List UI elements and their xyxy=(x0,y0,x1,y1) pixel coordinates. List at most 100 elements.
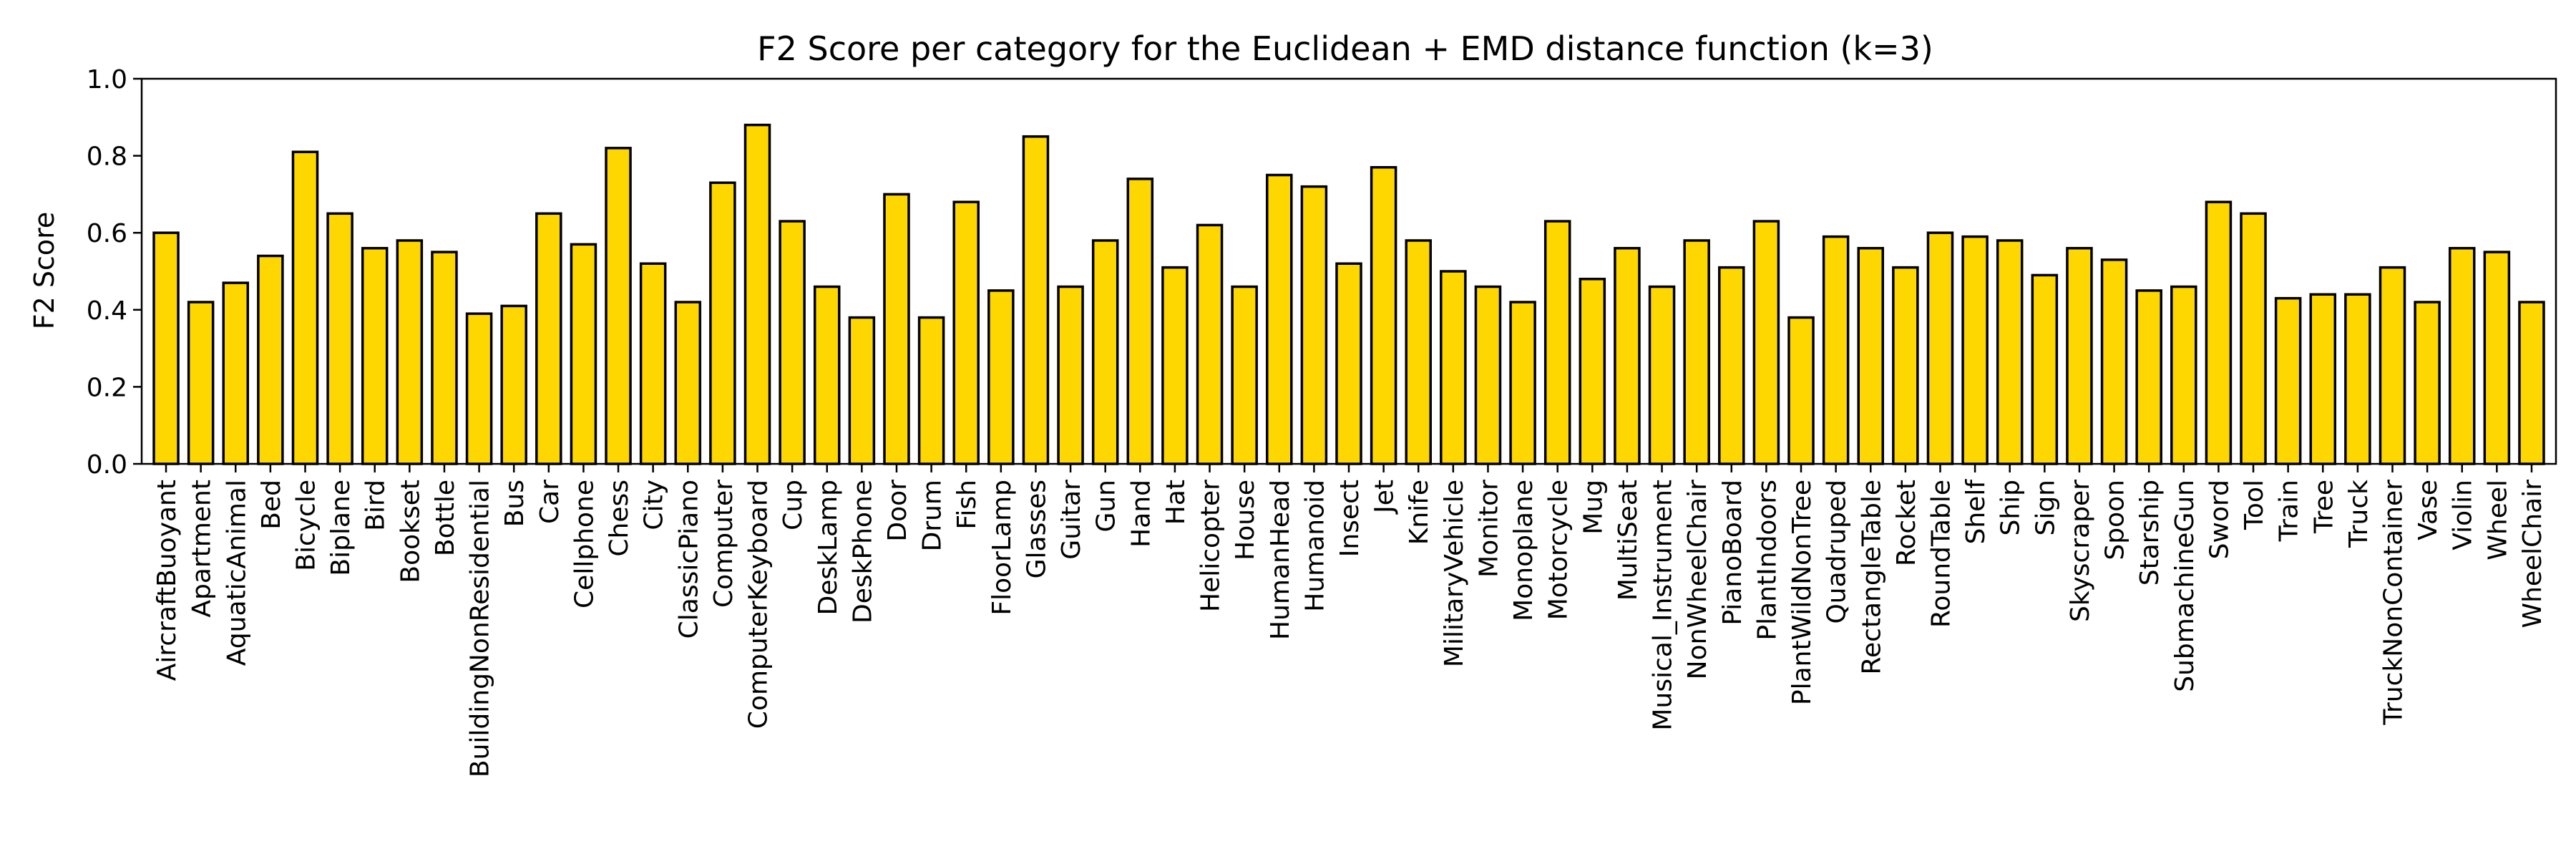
bar-House xyxy=(1232,287,1257,464)
bar-SubmachineGun xyxy=(2172,287,2196,464)
x-tick-label: Hat xyxy=(1161,480,1191,525)
bar-Guitar xyxy=(1058,287,1083,464)
x-tick-label: PlantWildNonTree xyxy=(1787,480,1817,705)
bar-DeskLamp xyxy=(815,287,839,464)
bar-HumanHead xyxy=(1267,175,1292,465)
x-tick-label: Cup xyxy=(779,480,808,530)
x-tick-label: Wheel xyxy=(2483,480,2512,560)
bar-Bus xyxy=(502,306,526,464)
x-tick-label: FloorLamp xyxy=(987,480,1017,616)
bar-Bird xyxy=(363,248,387,464)
x-tick-label: Glasses xyxy=(1022,480,1051,578)
bar-Hand xyxy=(1128,179,1152,464)
bar-Mug xyxy=(1580,279,1604,464)
bar-Cup xyxy=(780,221,804,464)
bar-Truck xyxy=(2346,294,2370,464)
bar-Jet xyxy=(1372,168,1396,464)
x-tick-label: Truck xyxy=(2344,480,2373,548)
x-tick-label: Musical_Instrument xyxy=(1649,480,1678,731)
x-tick-label: NonWheelChair xyxy=(1683,480,1712,679)
bar-Hat xyxy=(1163,268,1187,464)
x-tick-label: Guitar xyxy=(1057,480,1086,560)
bar-Gun xyxy=(1093,241,1118,464)
x-tick-label: Train xyxy=(2275,480,2304,542)
bar-Biplane xyxy=(328,213,352,464)
x-tick-label: Hand xyxy=(1126,480,1156,548)
bar-Skyscraper xyxy=(2067,248,2092,464)
bar-Bed xyxy=(258,256,283,464)
chart-title: F2 Score per category for the Euclidean … xyxy=(757,29,1933,68)
bar-AquaticAnimal xyxy=(223,283,248,464)
bar-Monitor xyxy=(1475,287,1500,464)
x-tick-label: Rocket xyxy=(1892,480,1921,566)
x-tick-label: Starship xyxy=(2135,480,2165,586)
x-tick-label: Apartment xyxy=(187,480,217,618)
x-tick-label: Fish xyxy=(952,480,982,530)
x-tick-label: Drum xyxy=(918,480,947,551)
bar-Ship xyxy=(1998,241,2022,464)
bar-PianoBoard xyxy=(1719,268,1744,464)
bar-Monoplane xyxy=(1511,302,1535,464)
x-tick-label: Sign xyxy=(2031,480,2060,536)
x-tick-label: Jet xyxy=(1370,480,1400,515)
bar-Vase xyxy=(2415,302,2439,464)
x-tick-label: AircraftBuoyant xyxy=(152,480,182,681)
x-tick-label: DeskLamp xyxy=(814,480,843,616)
bar-Computer xyxy=(711,183,735,464)
bar-RectangleTable xyxy=(1858,248,1883,464)
x-tick-label: Shelf xyxy=(1961,479,1991,545)
bar-Motorcycle xyxy=(1546,221,1570,464)
bar-ClassicPiano xyxy=(675,302,700,464)
x-tick-label: PlantIndoors xyxy=(1752,480,1782,641)
bar-Knife xyxy=(1406,241,1430,464)
bar-Car xyxy=(537,213,561,464)
bar-MultiSeat xyxy=(1615,248,1639,464)
x-tick-label: Tree xyxy=(2309,480,2338,534)
x-tick-label: Motorcycle xyxy=(1544,480,1574,620)
x-tick-label: House xyxy=(1231,480,1260,560)
bar-RoundTable xyxy=(1928,233,1952,464)
x-tick-label: WheelChair xyxy=(2518,480,2547,629)
plot-area: 0.0 0.2 0.4 0.6 0.8 1.0 AircraftBuoyant Apartme… xyxy=(87,65,2556,777)
x-tick-label: Mug xyxy=(1579,480,1608,535)
x-tick-label: Gun xyxy=(1092,480,1121,533)
x-tick-label: Car xyxy=(535,480,565,524)
x-tick-label: Biplane xyxy=(326,480,356,576)
x-tick-label: Tool xyxy=(2240,480,2269,530)
x-tick-label: Bicycle xyxy=(292,480,321,571)
y-tick-label: 0.6 xyxy=(87,219,127,248)
bar-Tree xyxy=(2311,294,2335,464)
bar-WheelChair xyxy=(2519,302,2544,464)
bar-Bookset xyxy=(397,241,421,464)
bar-Sign xyxy=(2032,275,2057,464)
x-tick-label: Monitor xyxy=(1474,480,1503,578)
x-tick-label: MultiSeat xyxy=(1614,480,1643,601)
bar-Train xyxy=(2276,299,2301,464)
bar-Shelf xyxy=(1963,237,1987,464)
bar-Spoon xyxy=(2102,260,2127,464)
x-tick-label: HumanHead xyxy=(1266,480,1295,640)
y-tick-label: 0.8 xyxy=(87,142,127,172)
bar-Violin xyxy=(2450,248,2474,464)
x-tick-label: Bed xyxy=(257,480,286,530)
x-tick-label: Sword xyxy=(2205,480,2234,559)
bar-Sword xyxy=(2206,202,2230,464)
x-tick-label: ComputerKeyboard xyxy=(744,480,774,729)
x-tick-label: DeskPhone xyxy=(848,480,877,623)
x-tick-label: Quadruped xyxy=(1823,480,1852,624)
bar-PlantIndoors xyxy=(1754,221,1778,464)
x-tick-label: Bus xyxy=(500,480,530,527)
bar-Musical_Instrument xyxy=(1650,287,1674,464)
bar-PlantWildNonTree xyxy=(1789,318,1813,464)
x-tick-label: TruckNonContainer xyxy=(2379,480,2409,726)
x-tick-label: RectangleTable xyxy=(1857,480,1886,674)
bar-Apartment xyxy=(189,302,213,464)
bar-Quadruped xyxy=(1824,237,1848,464)
x-tick-label: AquaticAnimal xyxy=(222,480,251,666)
x-tick-label: Computer xyxy=(709,480,738,608)
bar-Helicopter xyxy=(1198,225,1222,464)
x-tick-label: ClassicPiano xyxy=(674,480,703,639)
bar-ComputerKeyboard xyxy=(746,125,770,464)
bar-Glasses xyxy=(1023,137,1048,464)
x-tick-label: Humanoid xyxy=(1300,480,1330,612)
